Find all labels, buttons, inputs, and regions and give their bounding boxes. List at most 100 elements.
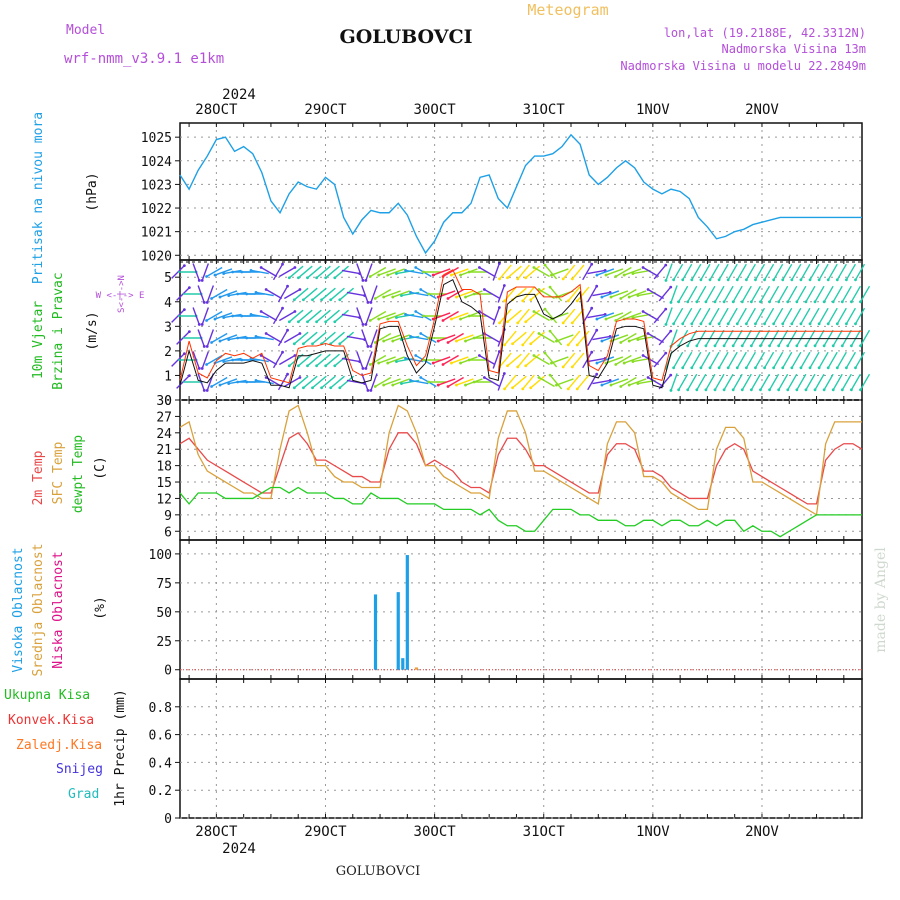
wind-arrow-head: [467, 314, 471, 318]
wind-arrow-head: [197, 323, 201, 326]
wind-arrow-head: [187, 286, 191, 290]
wind-arrow-head: [459, 273, 462, 277]
wind-arrow-head: [482, 376, 486, 379]
wind-arrow-head: [845, 322, 848, 326]
wind-arrow: [800, 351, 811, 369]
wind-arrow-head: [840, 300, 844, 304]
wind-arrow: [325, 265, 340, 279]
wind-arrow-head: [373, 341, 377, 344]
wind-arrow-head: [506, 364, 509, 368]
wind-arrow-head: [731, 300, 735, 304]
wind-arrow-head: [506, 276, 509, 280]
wind-arrow: [687, 285, 698, 303]
wind-arrow-head: [859, 388, 862, 392]
wind-arrow-head: [590, 306, 594, 310]
wind-arrow-head: [772, 322, 776, 326]
wind-arrow-head: [759, 300, 762, 304]
wind-arrow-head: [200, 367, 204, 370]
wind-arrow: [211, 332, 228, 344]
wind-arrow-head: [854, 322, 857, 326]
wind-arrow: [778, 329, 789, 347]
wind-arrow-head: [205, 275, 208, 278]
x-tick-label: 2NOV: [745, 102, 779, 118]
wind-arrow-head: [511, 342, 514, 346]
wind-arrow: [302, 331, 318, 345]
wind-arrow-head: [672, 366, 676, 370]
wind-arrow: [171, 309, 185, 323]
wind-arrow: [192, 263, 200, 281]
wind-arrow-head: [570, 277, 574, 281]
wind-arrow: [365, 263, 373, 281]
wind-arrow: [265, 288, 283, 300]
wind-arrow-head: [669, 301, 673, 304]
wind-arrow: [596, 312, 615, 320]
wind-arrow: [288, 309, 304, 323]
wind-arrow: [736, 307, 747, 325]
wind-arrow-head: [735, 278, 739, 282]
wind-arrow-head: [503, 343, 506, 347]
wind-arrow: [497, 285, 506, 303]
wind-arrow-head: [669, 389, 673, 392]
wind-arrow: [859, 329, 871, 347]
wind-arrow: [272, 307, 284, 325]
wind-arrow-head: [324, 364, 328, 368]
wind-arrow-head: [681, 322, 685, 326]
wind-arrow: [499, 264, 512, 280]
wind-arrow: [378, 356, 396, 364]
wind-arrow-head: [502, 372, 506, 375]
wind-arrow: [171, 265, 185, 279]
wind-arrow: [782, 263, 793, 281]
wind-arrow-head: [281, 306, 284, 310]
pressure-label: Pritisak na nivou mora: [31, 112, 46, 284]
panel-frame: [179, 122, 863, 261]
wind-arrow-head: [600, 339, 604, 343]
wind-arrow: [293, 375, 309, 389]
wind-arrow-head: [182, 264, 186, 268]
wind-arrow: [571, 352, 585, 368]
temp-label-3: dewpt Temp: [71, 435, 86, 513]
wind-arrow-head: [744, 322, 748, 326]
wind-arrow-head: [854, 366, 857, 370]
wind-arrow-head: [400, 294, 403, 297]
wind-arrow: [297, 353, 313, 367]
wind-arrow: [596, 268, 615, 276]
wind-arrow: [809, 307, 820, 325]
cloud-label-1: Visoka Oblacnost: [11, 547, 26, 672]
wind-arrow-head: [361, 367, 365, 370]
wind-arrow: [718, 307, 729, 325]
wind-arrow: [325, 309, 340, 323]
precip-label-frz: Zaledj.Kisa: [16, 738, 102, 753]
wind-arrow: [741, 329, 752, 347]
wind-arrow: [610, 290, 629, 298]
wind-arrow-head: [366, 345, 370, 348]
y-tick-label: 21: [156, 443, 172, 458]
wind-arrow-head: [446, 341, 450, 344]
wind-arrow-head: [722, 388, 726, 392]
y-tick-label: 1021: [141, 226, 172, 241]
wind-arrow: [673, 263, 684, 281]
wind-arrow-head: [777, 388, 781, 392]
wind-arrow: [214, 356, 233, 364]
wind-arrow-head: [840, 344, 844, 348]
wind-arrow: [499, 308, 512, 324]
wind-arrow: [601, 290, 620, 298]
wind-arrow: [576, 286, 590, 302]
wind-arrow: [576, 330, 590, 346]
wind-arrow: [647, 332, 664, 344]
wind-arrow-head: [537, 332, 541, 335]
wind-arrow: [682, 263, 693, 281]
wind-arrow: [678, 329, 689, 347]
wind-arrow: [682, 307, 693, 325]
wind-arrow: [272, 351, 284, 369]
wind-arrow: [665, 307, 673, 325]
wind-arrow-head: [498, 277, 501, 281]
wind-arrow: [805, 329, 816, 347]
wind-arrow-head: [477, 310, 481, 313]
wind-arrow: [339, 331, 355, 345]
wind-arrow: [277, 329, 289, 347]
wind-arrow-head: [516, 365, 520, 369]
x-tick-label: 1NOV: [636, 102, 670, 118]
wind-arrow-head: [850, 300, 853, 304]
x-tick-label: 1NOV: [636, 824, 670, 840]
y-tick-label: 0: [164, 394, 172, 409]
